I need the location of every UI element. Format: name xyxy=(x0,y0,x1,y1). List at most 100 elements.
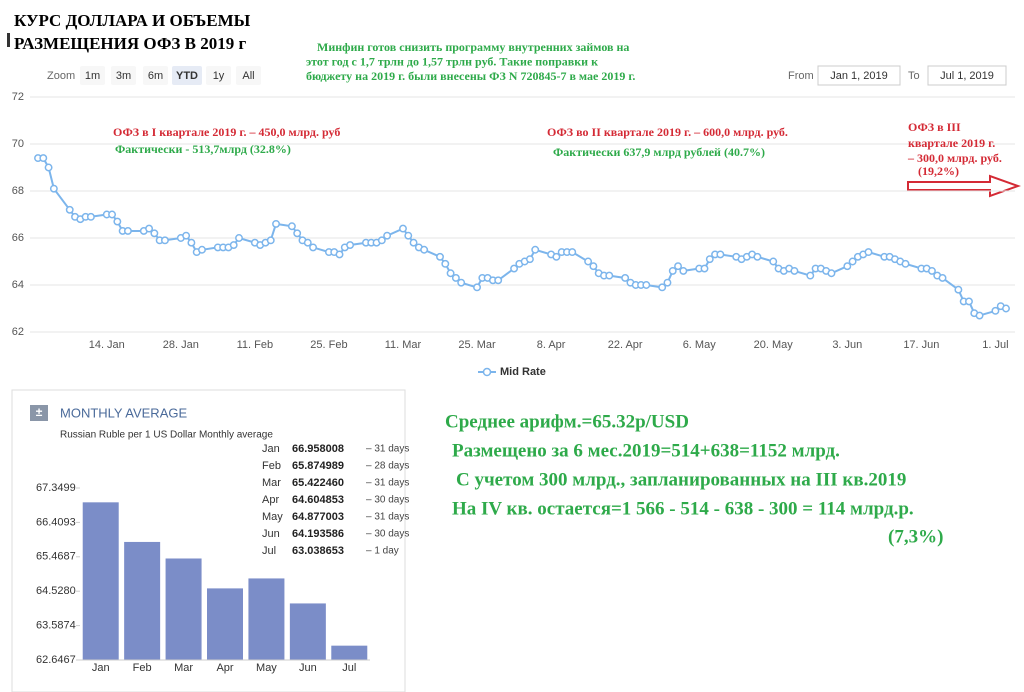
point xyxy=(605,271,614,280)
y-tick-label: 70 xyxy=(12,138,24,150)
zoom-button-label[interactable]: 6m xyxy=(148,70,163,82)
table-month: Jul xyxy=(262,545,276,557)
point xyxy=(451,274,460,282)
point xyxy=(531,245,540,254)
point xyxy=(679,266,688,275)
point xyxy=(753,252,762,261)
point xyxy=(399,224,407,233)
point xyxy=(965,297,973,306)
point xyxy=(790,266,799,275)
table-days: – 28 days xyxy=(366,461,409,472)
zoom-button-label[interactable]: 3m xyxy=(116,70,131,82)
table-value: 64.193586 xyxy=(292,528,344,540)
y-tick-label: 72 xyxy=(12,91,24,103)
y-tick-label: 63.5874 xyxy=(36,620,76,632)
point xyxy=(309,243,318,252)
table-month: Apr xyxy=(262,494,279,506)
y-tick-label: 68 xyxy=(12,185,24,197)
point xyxy=(161,236,169,245)
x-tick-label: 25. Mar xyxy=(458,339,496,351)
y-tick-label: 62 xyxy=(12,326,24,338)
point xyxy=(716,250,725,259)
zoom-button[interactable] xyxy=(143,66,168,85)
y-tick-label: 62.6467 xyxy=(36,654,76,666)
point xyxy=(198,245,206,254)
point xyxy=(668,266,677,275)
table-days: – 31 days xyxy=(366,478,409,489)
point xyxy=(864,248,873,257)
panel-icon-glyph: ± xyxy=(36,405,43,419)
point xyxy=(150,229,159,238)
point xyxy=(552,252,561,261)
x-tick-label: Apr xyxy=(216,662,233,674)
to-input[interactable] xyxy=(927,65,1007,86)
y-tick-label: 64 xyxy=(12,279,24,291)
point xyxy=(494,276,503,285)
bar xyxy=(165,558,202,660)
table-days: – 31 days xyxy=(366,444,409,455)
annotation: (19,2%) xyxy=(918,164,959,178)
point xyxy=(420,245,429,254)
zoom-button-label[interactable]: 1m xyxy=(85,70,100,82)
point xyxy=(927,266,936,275)
from-input[interactable] xyxy=(817,65,901,86)
x-tick-label: 8. Apr xyxy=(537,339,566,351)
point xyxy=(346,241,355,250)
point xyxy=(642,281,651,289)
table-month: May xyxy=(262,511,283,523)
x-tick-label: 6. May xyxy=(683,339,717,351)
table-month: Feb xyxy=(262,460,281,472)
x-tick-label: 11. Mar xyxy=(385,339,422,351)
from-label: From xyxy=(788,70,814,82)
x-tick-label: 11. Feb xyxy=(237,339,274,351)
summary-line: На IV кв. остается=1 566 - 514 - 638 - 3… xyxy=(452,498,914,519)
annotation: Фактически - 513,7млрд (32.8%) xyxy=(115,142,291,156)
y-tick-label: 67.3499 xyxy=(36,482,76,494)
x-tick-label: 20. May xyxy=(754,339,794,351)
title-marker xyxy=(7,33,10,47)
bar xyxy=(207,588,243,660)
y-tick-label: 65.4687 xyxy=(36,551,76,563)
page-title: КУРС ДОЛЛАРА И ОБЪЕМЫ xyxy=(14,11,251,30)
legend-label[interactable]: Mid Rate xyxy=(500,366,546,378)
table-month: Jan xyxy=(262,443,280,455)
zoom-button[interactable] xyxy=(111,66,136,85)
zoom-button-label[interactable]: 1y xyxy=(213,70,225,82)
zoom-button[interactable] xyxy=(172,66,202,85)
zoom-button-label[interactable]: YTD xyxy=(176,70,198,82)
point xyxy=(584,257,593,266)
table-days: – 1 day xyxy=(366,546,399,557)
point xyxy=(409,238,418,247)
point xyxy=(377,236,386,245)
point xyxy=(287,222,296,231)
note: этот год с 1,7 трлн до 1,57 трлн руб. Та… xyxy=(306,54,598,68)
point xyxy=(806,271,815,280)
point xyxy=(901,259,910,268)
point xyxy=(123,227,132,235)
table-month: Jun xyxy=(262,528,280,540)
legend-marker xyxy=(482,367,492,377)
zoom-button[interactable] xyxy=(80,66,105,85)
point xyxy=(86,212,95,221)
zoom-button-label[interactable]: All xyxy=(242,70,254,82)
zoom-button[interactable] xyxy=(236,66,261,85)
point xyxy=(335,250,344,259)
point xyxy=(293,229,302,238)
zoom-button[interactable] xyxy=(206,66,231,85)
y-tick-label: 64.5280 xyxy=(36,585,76,597)
point xyxy=(843,262,852,271)
x-tick-label: 28. Jan xyxy=(163,339,199,351)
x-tick-label: 14. Jan xyxy=(89,339,125,351)
x-tick-label: 17. Jun xyxy=(903,339,939,351)
point xyxy=(621,274,630,282)
bar xyxy=(331,645,368,660)
point xyxy=(975,311,984,320)
point xyxy=(235,234,243,242)
bar xyxy=(82,502,119,660)
x-tick-label: Jun xyxy=(299,662,317,674)
point xyxy=(266,236,275,245)
table-value: 63.038653 xyxy=(292,545,344,557)
bar xyxy=(248,578,285,660)
annotation: ОФЗ в III xyxy=(908,120,961,134)
